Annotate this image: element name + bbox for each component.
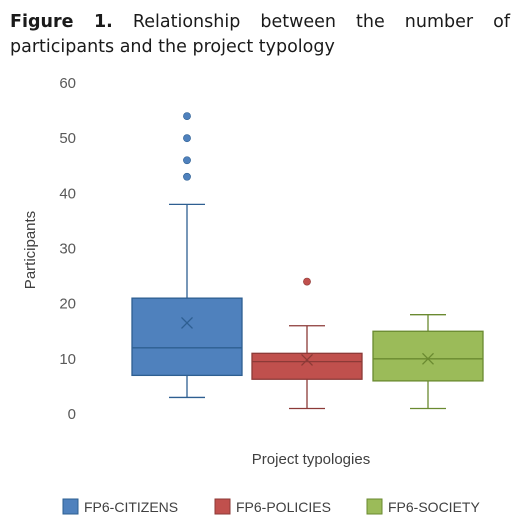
outlier-point <box>183 156 191 165</box>
y-tick-label: 50 <box>59 130 76 147</box>
box-fp6-policies <box>251 277 363 410</box>
box-iqr <box>372 330 484 382</box>
legend-label: FP6-POLICIES <box>236 499 331 515</box>
y-axis-ticks: 0 10 20 30 40 50 60 <box>59 75 76 423</box>
box-plot-series <box>131 112 484 410</box>
legend: FP6-CITIZENS FP6-POLICIES FP6-SOCIETY <box>62 498 480 515</box>
box-iqr <box>131 297 243 377</box>
outlier-point <box>303 277 311 286</box>
legend-label: FP6-SOCIETY <box>388 499 480 515</box>
mean-marker <box>422 352 434 365</box>
y-tick-label: 40 <box>59 185 76 202</box>
y-tick-label: 30 <box>59 241 76 258</box>
box-fp6-citizens <box>131 112 243 399</box>
box-fp6-society <box>372 314 484 410</box>
legend-swatch <box>62 498 79 515</box>
y-axis-title: Participants <box>22 211 39 289</box>
x-axis-title: Project typologies <box>252 451 370 468</box>
legend-swatch <box>214 498 231 515</box>
figure-caption-text: Relationship between the number of parti… <box>10 12 510 57</box>
legend-swatch <box>366 498 383 515</box>
outlier-point <box>183 172 191 181</box>
y-tick-label: 20 <box>59 296 76 313</box>
outlier-point <box>183 134 191 143</box>
y-tick-label: 0 <box>68 406 76 423</box>
mean-marker <box>181 317 193 329</box>
y-tick-label: 10 <box>59 351 76 368</box>
y-tick-label: 60 <box>59 75 76 92</box>
figure-label: Figure 1. <box>10 12 113 32</box>
box-iqr <box>251 352 363 380</box>
mean-marker <box>301 353 313 366</box>
outlier-point <box>183 112 191 120</box>
legend-label: FP6-CITIZENS <box>84 499 178 515</box>
figure-caption: Figure 1. Relationship between the numbe… <box>10 10 510 60</box>
